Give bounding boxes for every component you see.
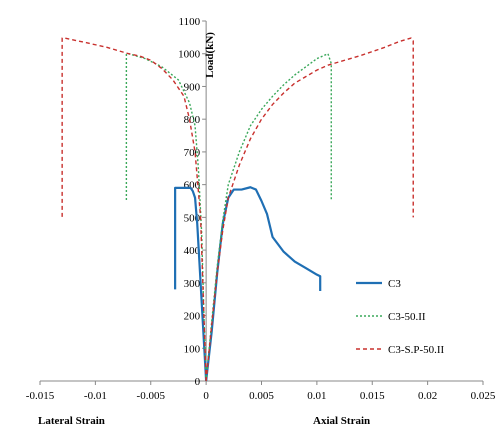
y-axis-title: Load(kN) <box>204 32 216 78</box>
x-axis-ticks: -0.015 -0.01 -0.005 0 0.005 0.01 0.015 0.02 0.02… <box>26 381 495 402</box>
x-tick-label: 0 <box>203 390 209 402</box>
series-line-c3-lateral <box>174 186 208 382</box>
x-tick-label: -0.01 <box>84 390 107 402</box>
y-tick-label: 200 <box>184 311 201 323</box>
y-tick-label: 800 <box>184 114 201 126</box>
chart-legend: C3 C3-50.II C3-S.P-50.II <box>356 278 445 356</box>
x-tick-label: -0.015 <box>26 390 55 402</box>
series-line-c3-50-ii-axial <box>205 53 332 382</box>
x-tick-label: 0.02 <box>418 390 437 402</box>
legend-label-c3: C3 <box>388 278 401 290</box>
x-axis-title-axial: Axial Strain <box>313 415 370 427</box>
series-layer <box>61 37 414 382</box>
x-tick-label: 0.005 <box>249 390 274 402</box>
y-tick-label: 700 <box>184 147 201 159</box>
series-line-c3-s-p-50-ii-axial <box>205 37 414 382</box>
y-tick-label: 400 <box>184 245 201 257</box>
y-tick-label: 900 <box>184 81 201 93</box>
x-tick-label: -0.005 <box>137 390 166 402</box>
x-tick-label: 0.01 <box>307 390 326 402</box>
legend-label-c3-50-ii: C3-50.II <box>388 311 426 323</box>
legend-label-c3-s-p-50-ii: C3-S.P-50.II <box>388 344 445 356</box>
y-tick-label: 0 <box>195 376 201 388</box>
y-tick-label: 1100 <box>179 16 201 28</box>
x-tick-label: 0.025 <box>471 390 495 402</box>
x-tick-label: 0.015 <box>360 390 385 402</box>
y-tick-label: 300 <box>184 278 201 290</box>
series-line-c3-s-p-50-ii-lateral <box>61 37 207 382</box>
y-tick-label: 100 <box>184 343 201 355</box>
y-tick-label: 1000 <box>178 49 201 61</box>
x-axis-title-lateral: Lateral Strain <box>38 415 105 427</box>
